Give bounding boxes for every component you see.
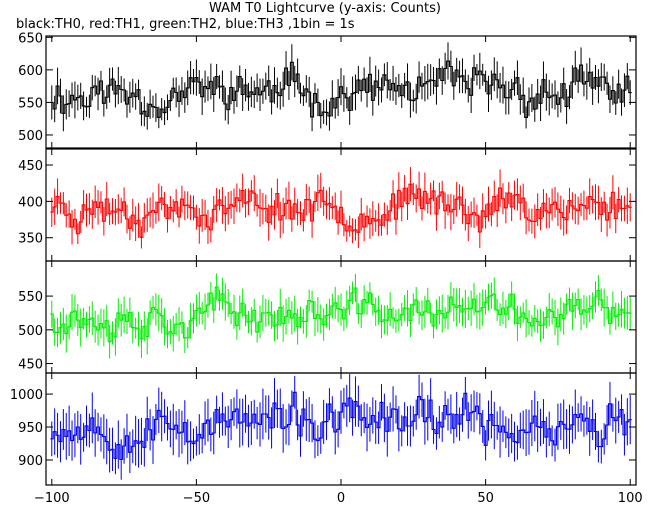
series-line-th2	[50, 286, 632, 343]
y-tick-label-1-2: 600	[18, 64, 43, 79]
y-tick-label-2-2: 450	[18, 159, 43, 174]
x-tick-label-1: −50	[183, 491, 210, 505]
y-tick-label-4-0: 900	[18, 454, 43, 469]
y-tick-label-2-0: 350	[18, 232, 43, 247]
y-tick-label-1-1: 550	[18, 96, 43, 111]
series-line-th0	[50, 60, 632, 118]
x-tick-label-0: −100	[34, 491, 70, 505]
x-tick-label-2: 0	[337, 491, 345, 505]
y-tick-label-1-3: 650	[18, 31, 43, 46]
y-tick-label-4-1: 950	[18, 421, 43, 436]
y-tick-label-1-0: 500	[18, 129, 43, 144]
y-tick-label-2-1: 400	[18, 195, 43, 210]
y-tick-label-3-0: 450	[18, 358, 43, 373]
series-line-th1	[50, 183, 632, 238]
y-tick-label-3-1: 500	[18, 324, 43, 339]
x-tick-label-3: 50	[477, 491, 494, 505]
y-tick-label-3-2: 550	[18, 290, 43, 305]
chart-title: WAM T0 Lightcurve (y-axis: Counts)	[209, 1, 441, 16]
chart-subtitle: black:TH0, red:TH1, green:TH2, blue:TH3 …	[16, 17, 355, 32]
series-line-th3	[50, 391, 632, 461]
x-tick-label-4: 100	[618, 491, 643, 505]
y-tick-label-4-2: 1000	[10, 388, 43, 403]
